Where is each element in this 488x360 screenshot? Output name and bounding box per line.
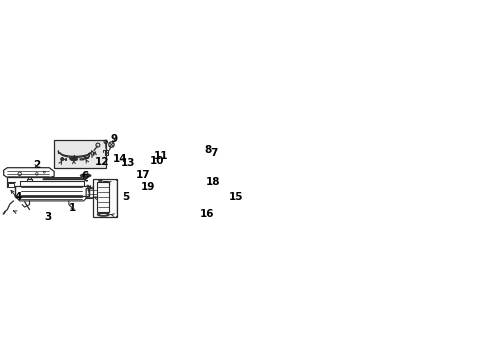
Text: 9: 9 (111, 134, 118, 144)
Bar (8, 183, 14, 187)
Text: 16: 16 (199, 210, 213, 220)
Bar (54, 140, 106, 168)
Circle shape (100, 180, 101, 181)
Text: 19: 19 (140, 182, 155, 192)
Text: 12: 12 (95, 157, 109, 167)
Text: 14: 14 (113, 154, 127, 164)
Text: 18: 18 (205, 177, 220, 187)
Text: 6: 6 (81, 171, 88, 181)
Text: 8: 8 (204, 145, 211, 156)
Text: 4: 4 (14, 192, 21, 202)
Text: 10: 10 (150, 156, 164, 166)
Text: 3: 3 (44, 212, 52, 222)
Bar (97, 183, 109, 212)
Text: 1: 1 (69, 203, 76, 213)
Text: 15: 15 (228, 192, 243, 202)
Text: 5: 5 (122, 192, 129, 202)
Text: 17: 17 (135, 170, 150, 180)
Bar (105, 150, 107, 156)
Circle shape (105, 141, 106, 143)
Text: 7: 7 (210, 148, 217, 158)
Text: 11: 11 (154, 151, 168, 161)
Text: 13: 13 (121, 158, 135, 168)
Bar (93, 179, 117, 217)
Text: 2: 2 (33, 160, 41, 170)
